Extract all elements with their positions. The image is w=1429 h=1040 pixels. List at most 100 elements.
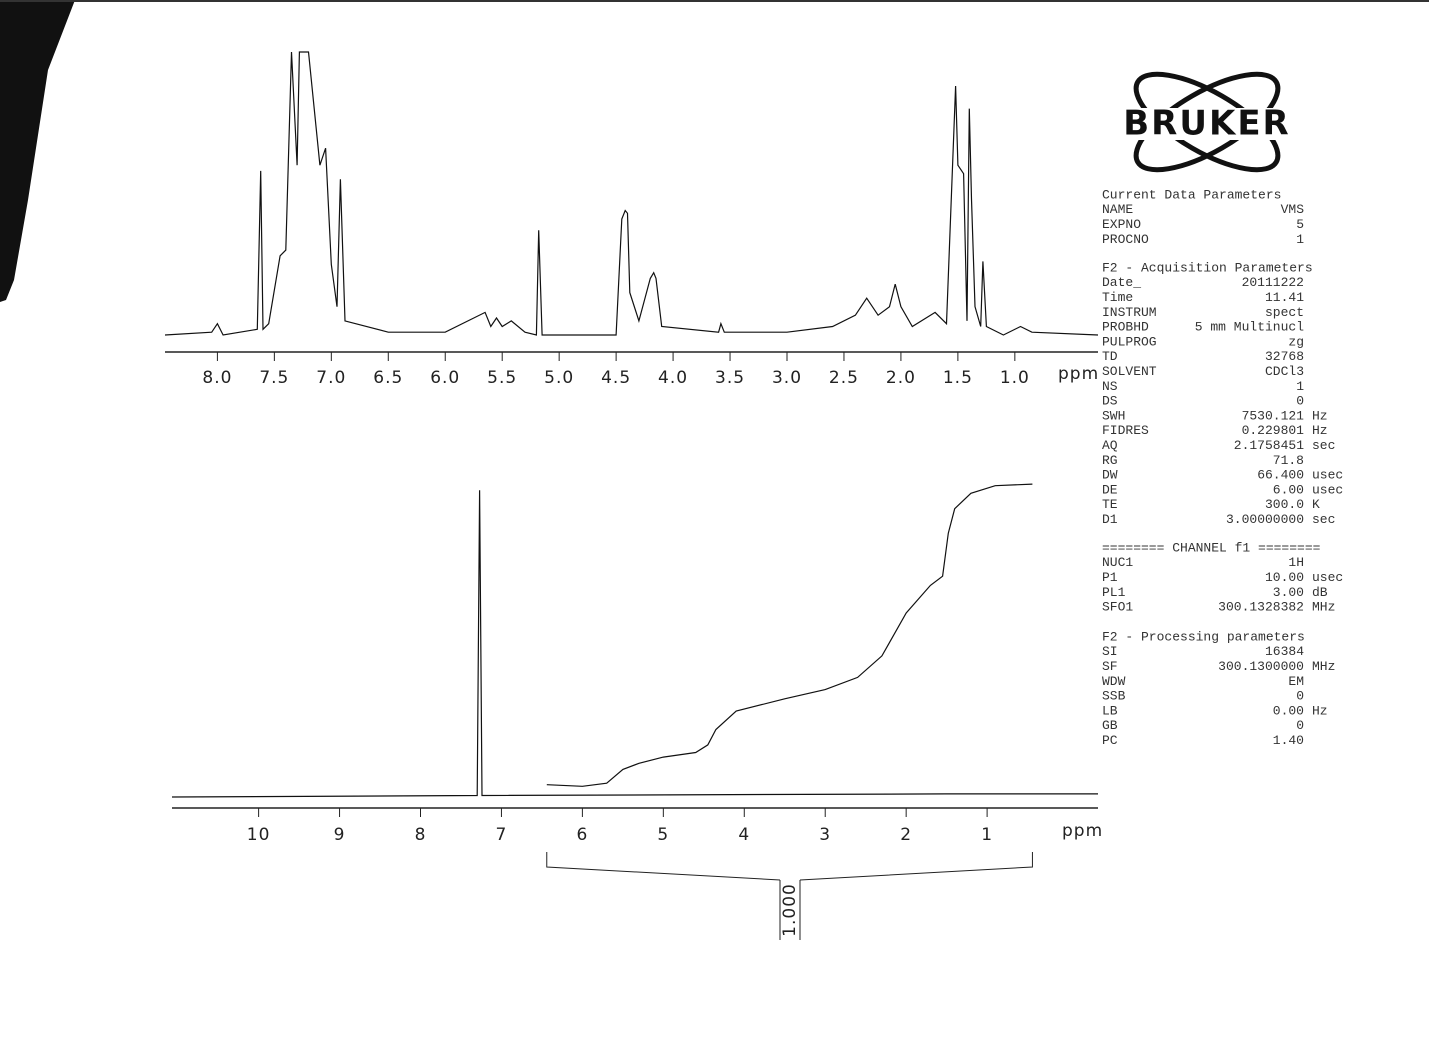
param-name: PC xyxy=(1102,733,1118,748)
x-tick-label: 3.0 xyxy=(772,368,802,388)
spectrum-line xyxy=(164,51,1099,336)
param-name: LB xyxy=(1102,703,1118,718)
param-value: EM xyxy=(1288,674,1304,689)
param-value: 300.1328382 xyxy=(1218,600,1304,615)
x-tick-label: 4.5 xyxy=(601,368,631,388)
x-tick-label: 1 xyxy=(981,825,993,845)
param-name: SSB xyxy=(1102,689,1126,704)
param-name: TE xyxy=(1102,497,1118,512)
param-name: PROBHD xyxy=(1102,320,1149,335)
x-tick-label: 5 xyxy=(657,825,669,845)
param-value: 0.229801 xyxy=(1242,423,1305,438)
x-tick-label: 10 xyxy=(247,825,271,845)
param-name: SWH xyxy=(1102,408,1125,423)
x-tick-label: 8 xyxy=(415,825,427,845)
param-value: 5 xyxy=(1296,217,1304,232)
x-tick-label: 4 xyxy=(738,825,750,845)
param-value: zg xyxy=(1288,334,1304,349)
param-value: 1 xyxy=(1296,379,1304,394)
x-axis-label: ppm xyxy=(1058,364,1099,384)
param-value: 0 xyxy=(1296,689,1304,704)
x-tick-label: 7 xyxy=(496,825,508,845)
param-name: Date_ xyxy=(1102,275,1141,290)
x-tick-label: 2.5 xyxy=(829,368,859,388)
param-value: 11.41 xyxy=(1265,290,1304,305)
x-tick-label: 5.0 xyxy=(544,368,574,388)
section-title: F2 - Acquisition Parameters xyxy=(1102,260,1313,275)
param-value: 20111222 xyxy=(1242,275,1304,290)
x-tick-label: 1.5 xyxy=(943,368,973,388)
param-name: SF xyxy=(1102,659,1118,674)
param-name: DS xyxy=(1102,394,1118,409)
param-name: DE xyxy=(1102,482,1118,497)
param-name: NUC1 xyxy=(1102,555,1133,570)
param-name: GB xyxy=(1102,718,1118,733)
param-value: 1H xyxy=(1288,555,1304,570)
param-unit: MHz xyxy=(1312,600,1335,615)
param-value: spect xyxy=(1265,305,1304,320)
x-tick-label: 3 xyxy=(819,825,831,845)
param-value: 0 xyxy=(1296,718,1304,733)
x-tick-label: 3.5 xyxy=(715,368,745,388)
integral-bracket xyxy=(546,852,1033,940)
x-tick-label: 2 xyxy=(900,825,912,845)
spectrum-line xyxy=(171,490,1098,798)
section-title: F2 - Processing parameters xyxy=(1102,629,1305,644)
scan-edge xyxy=(0,0,75,302)
param-value: 0.00 xyxy=(1273,703,1304,718)
param-name: TD xyxy=(1102,349,1118,364)
param-value: 10.00 xyxy=(1265,570,1304,585)
param-name: INSTRUM xyxy=(1102,305,1157,320)
param-name: NS xyxy=(1102,379,1118,394)
param-unit: usec xyxy=(1312,468,1343,483)
param-value: 71.8 xyxy=(1273,453,1304,468)
param-value: CDCl3 xyxy=(1265,364,1304,379)
param-value: 300.1300000 xyxy=(1218,659,1304,674)
param-name: D1 xyxy=(1102,512,1118,527)
param-name: FIDRES xyxy=(1102,423,1149,438)
x-tick-label: 4.0 xyxy=(658,368,688,388)
param-unit: usec xyxy=(1312,570,1343,585)
param-unit: Hz xyxy=(1312,703,1328,718)
x-tick-label: 8.0 xyxy=(202,368,232,388)
param-unit: MHz xyxy=(1312,659,1335,674)
param-value: 2.1758451 xyxy=(1234,438,1304,453)
param-value: 66.400 xyxy=(1257,468,1304,483)
x-tick-label: 6.5 xyxy=(373,368,403,388)
x-tick-label: 7.0 xyxy=(316,368,346,388)
param-name: AQ xyxy=(1102,438,1118,453)
brand: BRUKER xyxy=(1123,104,1290,144)
param-value: 7530.121 xyxy=(1242,408,1305,423)
param-name: NAME xyxy=(1102,202,1133,217)
param-value: 1.40 xyxy=(1273,733,1304,748)
param-name: SOLVENT xyxy=(1102,364,1157,379)
section-title: Current Data Parameters xyxy=(1102,187,1281,202)
param-unit: Hz xyxy=(1312,408,1328,423)
x-tick-label: 5.5 xyxy=(487,368,517,388)
param-name: PULPROG xyxy=(1102,334,1157,349)
x-tick-label: 2.0 xyxy=(886,368,916,388)
param-name: WDW xyxy=(1102,674,1126,689)
x-tick-label: 9 xyxy=(334,825,346,845)
integral-label: 1.000 xyxy=(780,883,800,937)
logo-backdrop xyxy=(1100,108,1314,140)
x-tick-label: 6.0 xyxy=(430,368,460,388)
param-value: 16384 xyxy=(1265,644,1304,659)
param-value: 300.0 xyxy=(1265,497,1304,512)
param-value: 0 xyxy=(1296,394,1304,409)
section-title: ======== CHANNEL f1 ======== xyxy=(1102,540,1321,555)
x-axis-label: ppm xyxy=(1062,821,1103,841)
param-value: 32768 xyxy=(1265,349,1304,364)
param-name: PROCNO xyxy=(1102,232,1149,247)
param-name: EXPNO xyxy=(1102,217,1141,232)
param-unit: dB xyxy=(1312,585,1328,600)
logo xyxy=(1133,71,1281,173)
param-value: 3.00 xyxy=(1273,585,1304,600)
param-name: PL1 xyxy=(1102,585,1126,600)
param-value: VMS xyxy=(1281,202,1305,217)
param-name: RG xyxy=(1102,453,1118,468)
param-name: DW xyxy=(1102,468,1118,483)
